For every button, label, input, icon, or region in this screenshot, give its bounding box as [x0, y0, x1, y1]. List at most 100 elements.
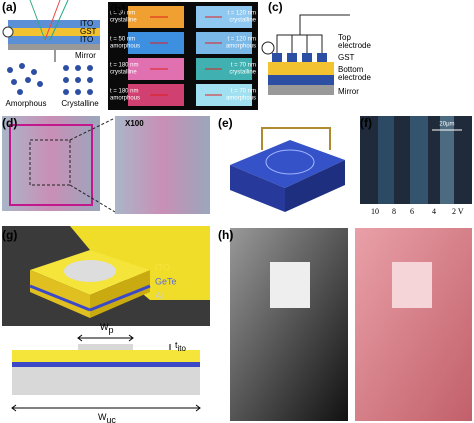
sample-thickness: t = 120 nm — [227, 37, 256, 43]
wires — [276, 14, 350, 53]
panel-d: (d) X100 — [2, 116, 210, 214]
source — [261, 41, 275, 55]
label: electrode — [338, 41, 371, 50]
sub: ito — [178, 344, 187, 353]
voltage: 6 — [410, 207, 414, 216]
sample-state: amorphous — [226, 96, 256, 102]
device-top — [230, 140, 345, 188]
ito-sheet — [70, 226, 210, 300]
sub: uc — [106, 415, 116, 423]
panel-label: (e) — [218, 116, 233, 130]
sample-thickness: t = 120 nm — [227, 11, 256, 17]
zoom-label: X100 — [125, 119, 144, 128]
panel-h: (h) — [218, 228, 472, 421]
al-section — [12, 367, 200, 395]
crest — [392, 262, 432, 308]
sample — [196, 58, 252, 80]
panel-g: (g) ITO GeTe Al Wp tito Wuc — [2, 226, 210, 423]
label: Bottom — [338, 65, 364, 74]
panel-label: (g) — [2, 228, 17, 242]
sample-state: crystalline — [229, 18, 256, 24]
layer-label: Al — [155, 290, 163, 300]
mirror — [268, 85, 334, 95]
gete-section — [12, 362, 200, 367]
sample-thickness: t = 70 nm — [231, 89, 256, 95]
gst — [268, 62, 334, 75]
sample-state: crystalline — [110, 18, 137, 24]
panel-e: (e) — [218, 116, 345, 212]
source — [2, 26, 14, 38]
sample-thickness: t = 180 nm — [110, 89, 139, 95]
zoom-photo — [115, 116, 210, 214]
layer — [8, 36, 100, 44]
crystalline-atoms — [63, 65, 93, 95]
sample-state: crystalline — [110, 70, 137, 76]
label: Top — [338, 33, 351, 42]
bottom-electrode — [268, 75, 334, 85]
sample-state: amorphous — [110, 96, 140, 102]
arrowheads — [11, 334, 201, 412]
zoom-lines — [69, 117, 116, 213]
sample — [196, 32, 252, 54]
stripe — [440, 116, 454, 204]
wuc-label: Wuc — [98, 412, 116, 423]
ito-section — [12, 350, 200, 362]
state-label: Amorphous — [6, 99, 47, 108]
label: electrode — [338, 73, 371, 82]
panel-f: 20μm (f) 10 8 6 4 2 V — [360, 116, 472, 216]
w: W — [100, 322, 109, 332]
mirror — [8, 44, 100, 50]
voltage: 4 — [432, 207, 436, 216]
sample — [196, 6, 252, 28]
gete-edge — [29, 284, 151, 312]
crest — [270, 262, 310, 308]
stripe — [410, 116, 428, 204]
sample — [196, 84, 252, 106]
sample-thickness: t = 70 nm — [231, 63, 256, 69]
device-side — [230, 165, 285, 212]
sample-state: crystalline — [229, 70, 256, 76]
panel-label: (c) — [268, 0, 283, 14]
label: Mirror — [338, 87, 359, 96]
w: W — [98, 412, 107, 422]
sample-thickness: t = 50 nm — [110, 11, 135, 17]
layer — [8, 20, 100, 28]
sample-thickness: t = 180 nm — [110, 63, 139, 69]
voltage: 8 — [392, 207, 396, 216]
panel-label: (b) — [110, 2, 125, 16]
panel-label: (h) — [218, 228, 233, 242]
layer-label: GeTe — [155, 276, 177, 286]
panel-label: (a) — [2, 0, 17, 14]
panel-c: (c) Top electrode GST Bottom electrode M… — [261, 0, 371, 96]
panel-label: (f) — [360, 116, 372, 130]
sample-state: amorphous — [226, 44, 256, 50]
layer-label: ITO — [80, 35, 93, 44]
ray — [29, 0, 46, 41]
scale-label: 20μm — [439, 122, 454, 128]
wp-label: Wp — [100, 322, 114, 335]
pillar-section — [78, 344, 133, 350]
sample-state: amorphous — [110, 44, 140, 50]
layer-label: GST — [80, 27, 97, 36]
unit-side — [30, 270, 90, 318]
label: GST — [338, 53, 355, 62]
ray — [44, 0, 61, 41]
zoom-box — [29, 139, 71, 186]
pillar — [64, 260, 116, 282]
color-photo — [355, 228, 472, 421]
layer-label: ITO — [80, 19, 93, 28]
top-electrodes — [272, 53, 327, 62]
panel-a: (a) ITO GST ITO Mirror Amorphous Crystal… — [2, 0, 100, 108]
stripe — [378, 116, 394, 204]
sub: p — [109, 325, 114, 335]
unit-side — [90, 270, 150, 318]
logo — [265, 149, 315, 175]
sample-thickness: t = 50 nm — [110, 37, 135, 43]
photo — [2, 116, 100, 211]
panel-label: (d) — [2, 116, 17, 130]
tito-label: tito — [175, 340, 187, 353]
layer-label: ITO — [155, 262, 170, 272]
state-label: Crystalline — [61, 99, 99, 108]
